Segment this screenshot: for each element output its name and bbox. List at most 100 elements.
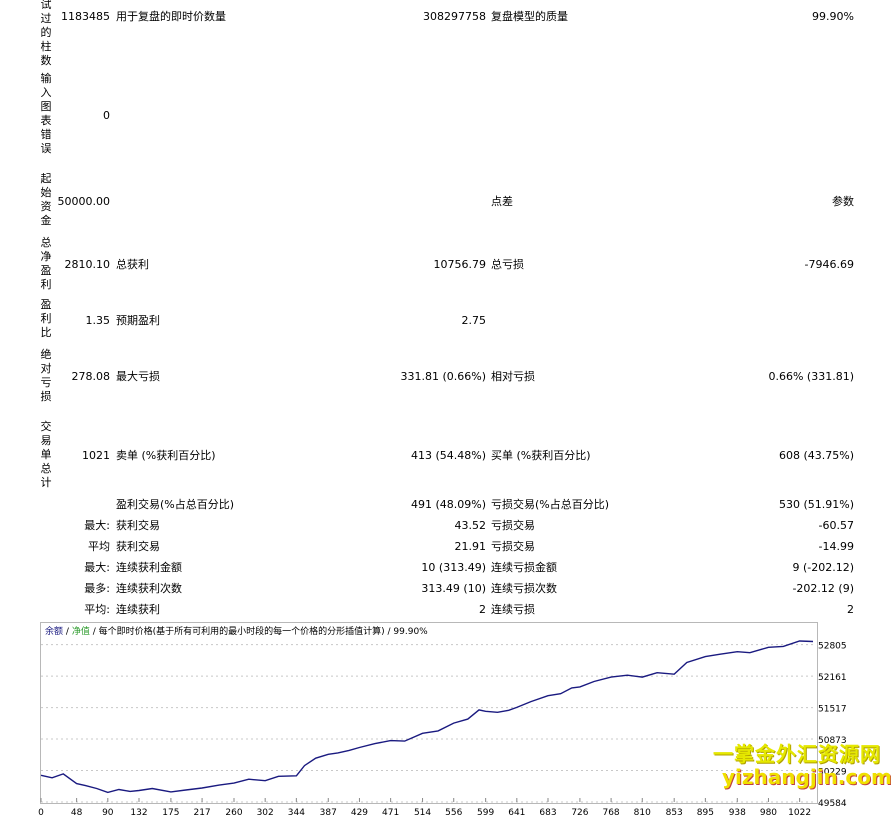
absolute-drawdown-value: 278.08 [71,370,111,383]
average-consecutive-losses-value: 2 [847,603,854,616]
gross-profit-value: 10756.79 [433,258,487,271]
x-tick-label: 556 [445,808,462,818]
gross-loss-value: -7946.69 [804,258,854,271]
average-profit-value: 21.91 [454,540,487,553]
balance-chart: 余额 / 净值 / 每个即时价格(基于所有可利用的最小时段的每一个价格的分形插值… [40,622,818,804]
maximal-consecutive-profit-label: 连续获利次数 [116,582,182,595]
average-loss-value: -14.99 [818,540,854,553]
x-tick-label: 853 [666,808,683,818]
profit-factor-value: 1.35 [85,314,111,327]
x-tick-label: 895 [697,808,714,818]
max-consecutive-wins-label: 连续获利金额 [116,561,182,574]
legend-separator: / [65,627,69,637]
x-tick-label: 810 [634,808,651,818]
x-tick-label: 90 [102,808,114,818]
relative-drawdown-label: 相对亏损 [491,370,535,383]
average-consecutive-wins-label: 连续获利 [116,603,160,616]
mismatch-value: 0 [103,109,110,122]
maximal-consecutive-prefix: 最多: [84,582,110,595]
largest-loss-label: 亏损交易 [491,519,535,532]
equity-legend: 净值 [71,627,90,637]
x-tick-label: 980 [760,808,777,818]
watermark-title: 一掌金外汇资源网 [713,742,881,766]
max-consecutive-prefix: 最大: [84,561,110,574]
gross-loss-label: 总亏损 [491,258,524,271]
section-label: 交易单总计 [40,420,52,489]
x-tick-label: 217 [193,808,210,818]
x-tick-label: 599 [477,808,494,818]
net-profit-value: 2810.10 [64,258,111,271]
legend-separator: / [92,627,96,637]
maximal-drawdown-value: 331.81 (0.66%) [400,370,486,383]
y-tick-label: 52805 [818,642,847,652]
balance-legend: 余额 [45,627,64,637]
profit-trades-value: 491 (48.09%) [410,498,486,511]
x-tick-label: 641 [508,808,525,818]
maximal-consecutive-loss-value: -202.12 (9) [792,582,854,595]
x-tick-label: 132 [130,808,147,818]
average-profit-label: 获利交易 [116,540,160,553]
section-label: 试过的柱数 [40,0,52,67]
relative-drawdown-value: 0.66% (331.81) [768,370,854,383]
y-tick-label: 51517 [818,705,847,715]
loss-trades-label: 亏损交易(%占总百分比) [491,498,610,511]
section-label: 输入图表错误 [40,72,52,155]
largest-prefix: 最大: [84,519,110,532]
modelling-quality-value: 99.90% [812,10,854,23]
x-tick-label: 683 [539,808,556,818]
x-tick-label: 175 [162,808,179,818]
short-positions-value: 413 (54.48%) [410,449,486,462]
x-tick-label: 768 [602,808,619,818]
loss-trades-value: 530 (51.91%) [778,498,854,511]
largest-profit-label: 获利交易 [116,519,160,532]
expected-payoff-value: 2.75 [461,314,487,327]
short-positions-label: 卖单 (%获利百分比) [116,449,216,462]
ticks-label: 用于复盘的即时价数量 [116,10,226,23]
y-tick-label: 49584 [818,799,847,809]
x-tick-label: 938 [729,808,746,818]
chart-description: 每个即时价格(基于所有可利用的最小时段的每一个价格的分形插值计算) / 99.9… [98,627,428,637]
expected-payoff-label: 预期盈利 [116,314,160,327]
ticks-value: 308297758 [423,10,486,23]
x-tick-label: 48 [71,808,83,818]
maximal-consecutive-loss-label: 连续亏损次数 [491,582,557,595]
x-tick-label: 260 [225,808,242,818]
long-positions-label: 买单 (%获利百分比) [491,449,591,462]
section-label: 盈利比 [40,298,52,339]
x-tick-label: 0 [38,808,44,818]
initial-deposit-value: 50000.00 [57,195,111,208]
x-tick-label: 514 [414,808,431,818]
average-consecutive-losses-label: 连续亏损 [491,603,535,616]
gross-profit-label: 总获利 [116,258,149,271]
y-tick-label: 50229 [818,767,847,777]
y-tick-label: 50873 [818,736,847,746]
average-prefix: 平均 [88,540,110,553]
x-tick-label: 429 [351,808,368,818]
largest-loss-value: -60.57 [818,519,854,532]
average-consecutive-wins-value: 2 [479,603,486,616]
x-tick-label: 302 [257,808,274,818]
total-trades-value: 1021 [82,449,110,462]
largest-profit-value: 43.52 [454,519,487,532]
modelling-quality-label: 复盘模型的质量 [491,10,568,23]
x-tick-label: 1022 [788,808,811,818]
watermark-url: yizhangjin.com [722,765,891,789]
x-tick-label: 344 [288,808,305,818]
max-consecutive-losses-label: 连续亏损金额 [491,561,557,574]
long-positions-value: 608 (43.75%) [778,449,854,462]
maximal-drawdown-label: 最大亏损 [116,370,160,383]
maximal-consecutive-profit-value: 313.49 (10) [421,582,486,595]
x-tick-label: 726 [571,808,588,818]
chart-header: 余额 / 净值 / 每个即时价格(基于所有可利用的最小时段的每一个价格的分形插值… [45,626,428,638]
x-tick-label: 471 [382,808,399,818]
spread-value: 参数 [832,195,854,208]
bars-tested-value: 1183485 [61,10,110,23]
section-label: 绝对亏损 [40,348,52,403]
average-consecutive-prefix: 平均: [84,603,110,616]
max-consecutive-losses-value: 9 (-202.12) [792,561,854,574]
x-tick-label: 387 [320,808,337,818]
y-tick-label: 52161 [818,673,847,683]
section-label: 总净盈利 [40,236,52,291]
max-consecutive-wins-value: 10 (313.49) [421,561,486,574]
